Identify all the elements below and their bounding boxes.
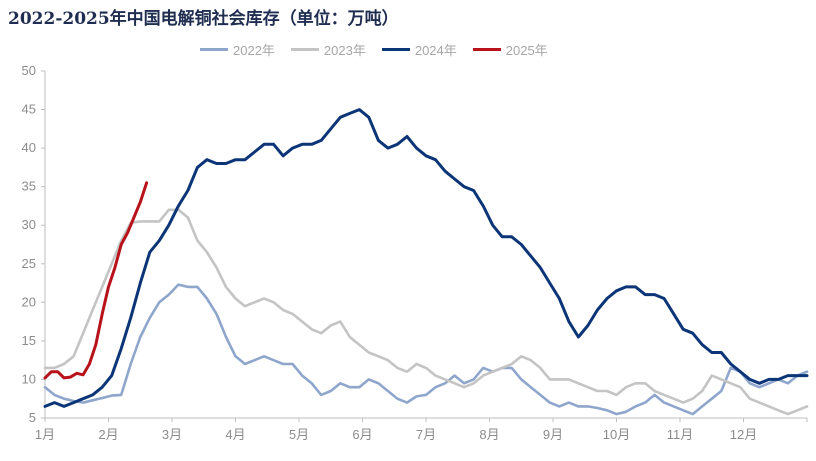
series-line-2022年 [43,283,809,416]
legend-label-2022: 2022年 [233,43,275,58]
x-tick-label-6: 6月 [352,427,372,442]
y-tick-label-50: 50 [22,63,36,78]
x-tick-label-11: 11月 [667,427,694,442]
x-tick-label-2: 2月 [98,427,118,442]
legend-item-2025[interactable]: 2025年 [472,40,548,59]
x-tick-label-5: 5月 [289,427,309,442]
series-line-2023年 [43,208,809,416]
legend: 2022年 2023年 2024年 2025年 [200,40,548,59]
x-tick-label-3: 3月 [162,427,182,442]
legend-item-2024[interactable]: 2024年 [381,40,457,59]
legend-item-2022[interactable]: 2022年 [200,40,275,59]
chart-title: 2022-2025年中国电解铜社会库存（单位：万吨） [8,9,399,29]
legend-swatch-2025 [472,48,501,51]
y-tick-label-35: 35 [22,179,36,194]
x-tick-label-12: 12月 [730,427,757,442]
x-tick-label-4: 4月 [225,427,245,442]
legend-label-2024: 2024年 [414,43,457,58]
y-tick-label-5: 5 [29,410,36,425]
x-tick-label-9: 9月 [543,427,563,442]
y-tick-label-25: 25 [22,256,36,271]
y-tick-label-20: 20 [22,294,36,309]
y-tick-label-45: 45 [22,102,36,117]
y-tick-label-15: 15 [22,333,36,348]
x-tick-label-8: 8月 [479,427,499,442]
series-line-2024年 [43,108,809,408]
legend-swatch-2023 [290,48,319,51]
x-tick-label-7: 7月 [416,427,436,442]
legend-swatch-2024 [381,48,410,51]
series-line-2025年 [43,181,149,380]
y-tick-label-40: 40 [22,140,36,155]
legend-swatch-2022 [200,48,228,51]
legend-label-2023: 2023年 [323,43,366,58]
x-tick-label-10: 10月 [603,427,630,442]
legend-label-2025: 2025年 [505,43,548,58]
x-tick-label-1: 1月 [35,427,55,442]
legend-item-2023[interactable]: 2023年 [290,40,366,59]
y-tick-label-30: 30 [22,217,36,232]
y-tick-label-10: 10 [22,371,36,386]
